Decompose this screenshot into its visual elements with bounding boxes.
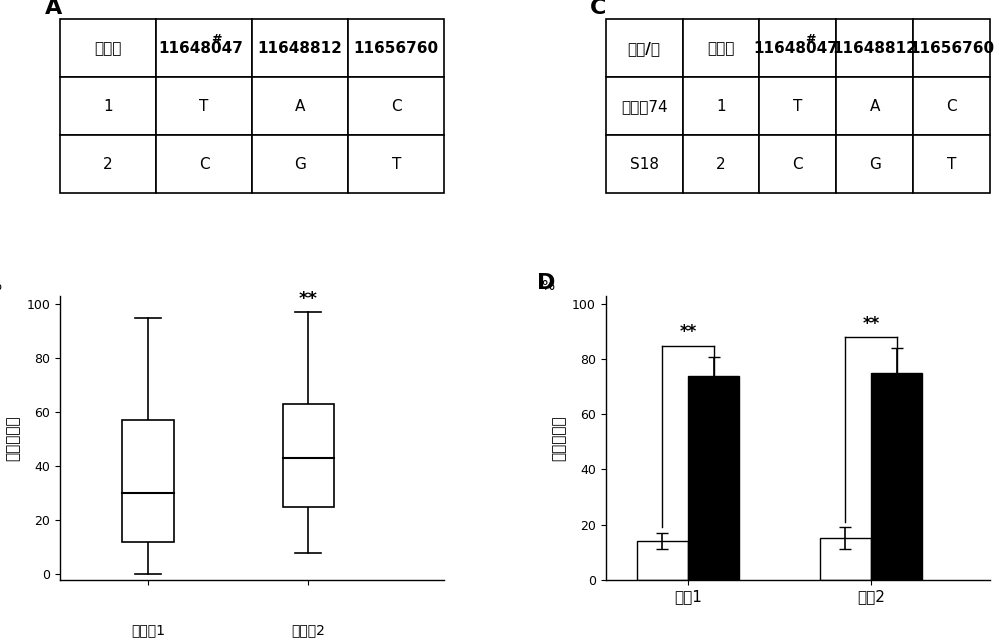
Bar [871,373,922,580]
Text: C: C [946,99,957,114]
Text: C: C [590,0,607,19]
Text: %: % [0,279,1,293]
Y-axis label: 低温发芽力: 低温发芽力 [552,415,567,460]
Text: 华梗粕74: 华梗粕74 [621,99,667,114]
Text: 品种/系: 品种/系 [628,41,661,56]
Text: 11648047: 11648047 [159,41,244,56]
FancyBboxPatch shape [156,135,252,193]
Text: %: % [541,279,555,293]
FancyBboxPatch shape [252,135,348,193]
FancyBboxPatch shape [348,135,444,193]
Text: 11656760: 11656760 [354,41,439,56]
Text: 单倍型2: 单倍型2 [291,623,325,637]
Text: 单倍型: 单倍型 [707,41,735,56]
Text: A: A [295,99,305,114]
Text: 1: 1 [103,99,113,114]
FancyBboxPatch shape [606,77,683,135]
FancyBboxPatch shape [759,135,836,193]
FancyBboxPatch shape [348,77,444,135]
FancyBboxPatch shape [683,77,759,135]
Text: 2: 2 [716,156,726,172]
Text: **: ** [862,315,880,333]
Text: 2: 2 [103,156,113,172]
Text: C: C [199,156,209,172]
Text: T: T [793,99,803,114]
Text: C: C [793,156,803,172]
FancyBboxPatch shape [913,135,990,193]
FancyBboxPatch shape [60,19,156,77]
Bar [637,541,688,580]
Text: T: T [392,156,401,172]
FancyBboxPatch shape [836,77,913,135]
Text: T: T [947,156,956,172]
Text: 11656760: 11656760 [909,41,994,56]
FancyBboxPatch shape [156,77,252,135]
Bar [122,421,174,542]
FancyBboxPatch shape [252,19,348,77]
Text: **: ** [679,323,697,341]
Text: 11648812: 11648812 [832,41,917,56]
Bar [688,376,739,580]
Bar [283,404,334,507]
Text: T: T [199,99,209,114]
Text: D: D [537,273,555,294]
Text: A: A [870,99,880,114]
Text: C: C [391,99,402,114]
Text: 11648047: 11648047 [753,41,838,56]
Text: 单倍型: 单倍型 [94,41,122,56]
FancyBboxPatch shape [348,19,444,77]
FancyBboxPatch shape [759,19,836,77]
Text: 1: 1 [716,99,726,114]
Text: G: G [869,156,881,172]
FancyBboxPatch shape [913,19,990,77]
Text: 单倍型1: 单倍型1 [131,623,165,637]
FancyBboxPatch shape [913,77,990,135]
FancyBboxPatch shape [60,77,156,135]
Text: 11648812: 11648812 [258,41,343,56]
FancyBboxPatch shape [836,19,913,77]
FancyBboxPatch shape [60,135,156,193]
FancyBboxPatch shape [606,19,683,77]
Y-axis label: 低温发芽力: 低温发芽力 [6,415,21,460]
Text: **: ** [299,290,318,308]
FancyBboxPatch shape [156,19,252,77]
Text: S18: S18 [630,156,659,172]
Text: G: G [294,156,306,172]
Bar [820,538,871,580]
Text: #: # [211,33,221,46]
Text: #: # [805,33,816,46]
FancyBboxPatch shape [606,135,683,193]
FancyBboxPatch shape [252,77,348,135]
FancyBboxPatch shape [759,77,836,135]
Text: A: A [45,0,62,19]
FancyBboxPatch shape [683,135,759,193]
FancyBboxPatch shape [683,19,759,77]
FancyBboxPatch shape [836,135,913,193]
